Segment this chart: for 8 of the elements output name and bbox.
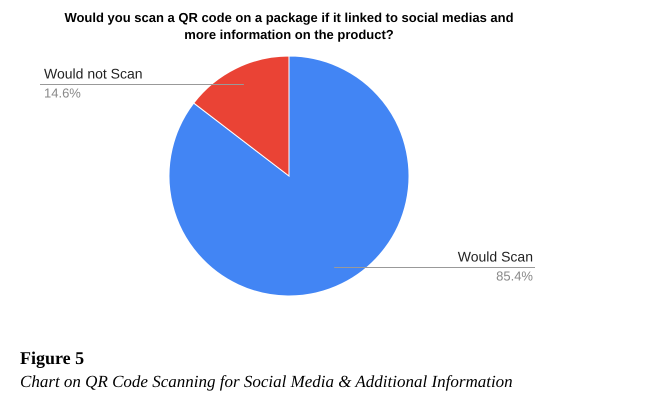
text: Chart on QR Code Scanning for Social Media & Additional Information (20, 372, 513, 391)
slice-label: Would not Scan (44, 66, 143, 82)
data-label: 14.6% (44, 86, 82, 101)
data-label: 85.4% (496, 268, 534, 284)
chart-title: Would you scan a QR code on a package if it linked to social medias and more information on the product? (64, 10, 514, 42)
slice-label: Would Scan (458, 248, 533, 264)
pie-slice (168, 56, 410, 296)
caption: Figure 5 (20, 348, 84, 368)
